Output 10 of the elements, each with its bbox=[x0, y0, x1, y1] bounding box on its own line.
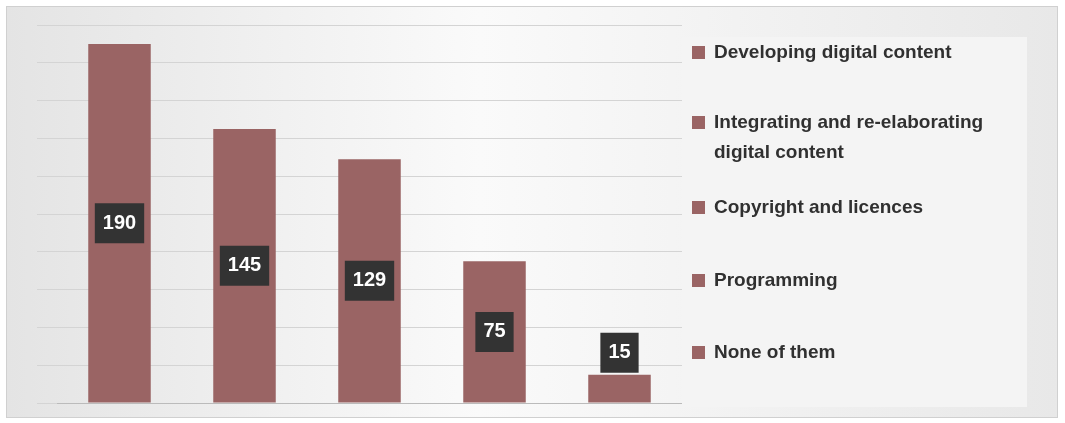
data-label: 145 bbox=[227, 253, 262, 276]
legend-label: Integrating and re-elaborating digital content bbox=[714, 111, 984, 162]
legend-label: Programming bbox=[714, 269, 838, 290]
legend-label: Copyright and licences bbox=[714, 196, 924, 217]
legend-label: None of them bbox=[714, 341, 836, 362]
legend-label: Developing digital content bbox=[714, 41, 952, 62]
data-label: 129 bbox=[352, 268, 387, 291]
data-label: 75 bbox=[483, 319, 506, 342]
data-label: 190 bbox=[102, 210, 137, 233]
data-label: 15 bbox=[608, 340, 631, 363]
